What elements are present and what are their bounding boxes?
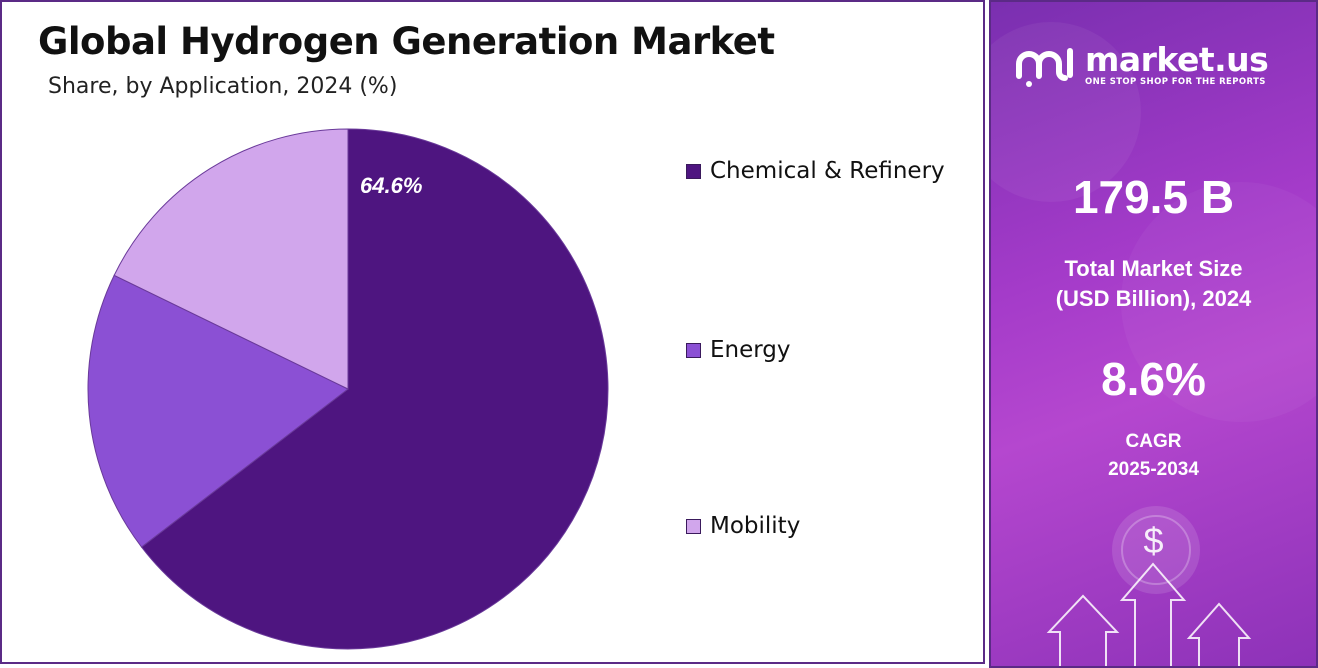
dollar-icon: $ bbox=[1143, 520, 1164, 561]
legend-item: Energy bbox=[686, 337, 791, 363]
brand-name: market.us bbox=[1085, 40, 1269, 79]
pie-slice-mobility bbox=[113, 128, 349, 390]
up-arrow-icon bbox=[1046, 562, 1252, 666]
background-decoration bbox=[991, 22, 1316, 666]
brand: market.us ONE STOP SHOP FOR THE REPORTS bbox=[1013, 40, 1269, 88]
legend-label: Energy bbox=[710, 337, 791, 363]
cagr-label: CAGR bbox=[1125, 431, 1182, 452]
chart-subtitle: Share, by Application, 2024 (%) bbox=[48, 74, 398, 99]
market-size-label-line2: (USD Billion), 2024 bbox=[1055, 286, 1252, 311]
market-size-value: 179.5 B bbox=[1072, 171, 1235, 223]
legend-swatch bbox=[686, 518, 701, 534]
pie-data-label: 64.6% bbox=[360, 173, 422, 198]
coin-icon bbox=[1112, 506, 1200, 594]
legend-item: Mobility bbox=[686, 513, 800, 539]
legend-label: Chemical & Refinery bbox=[710, 158, 945, 184]
stats-panel: market.us ONE STOP SHOP FOR THE REPORTS … bbox=[989, 0, 1318, 668]
chart-title: Global Hydrogen Generation Market bbox=[38, 20, 775, 63]
market-us-logo-icon bbox=[1016, 48, 1073, 87]
legend-item: Chemical & Refinery bbox=[686, 158, 945, 184]
legend-label: Mobility bbox=[710, 513, 801, 539]
pie-slice-chemical-refinery bbox=[140, 128, 609, 650]
pie-chart: 64.6% bbox=[87, 128, 609, 650]
pie-slice-energy bbox=[87, 274, 349, 548]
brand-tagline: ONE STOP SHOP FOR THE REPORTS bbox=[1085, 77, 1266, 87]
legend-swatch bbox=[686, 163, 701, 179]
legend-swatch bbox=[686, 342, 701, 358]
cagr-period: 2025-2034 bbox=[1108, 459, 1199, 480]
market-size-label-line1: Total Market Size bbox=[1064, 256, 1243, 281]
chart-panel: Global Hydrogen Generation Market Share,… bbox=[0, 0, 985, 664]
cagr-value: 8.6% bbox=[1101, 353, 1206, 405]
